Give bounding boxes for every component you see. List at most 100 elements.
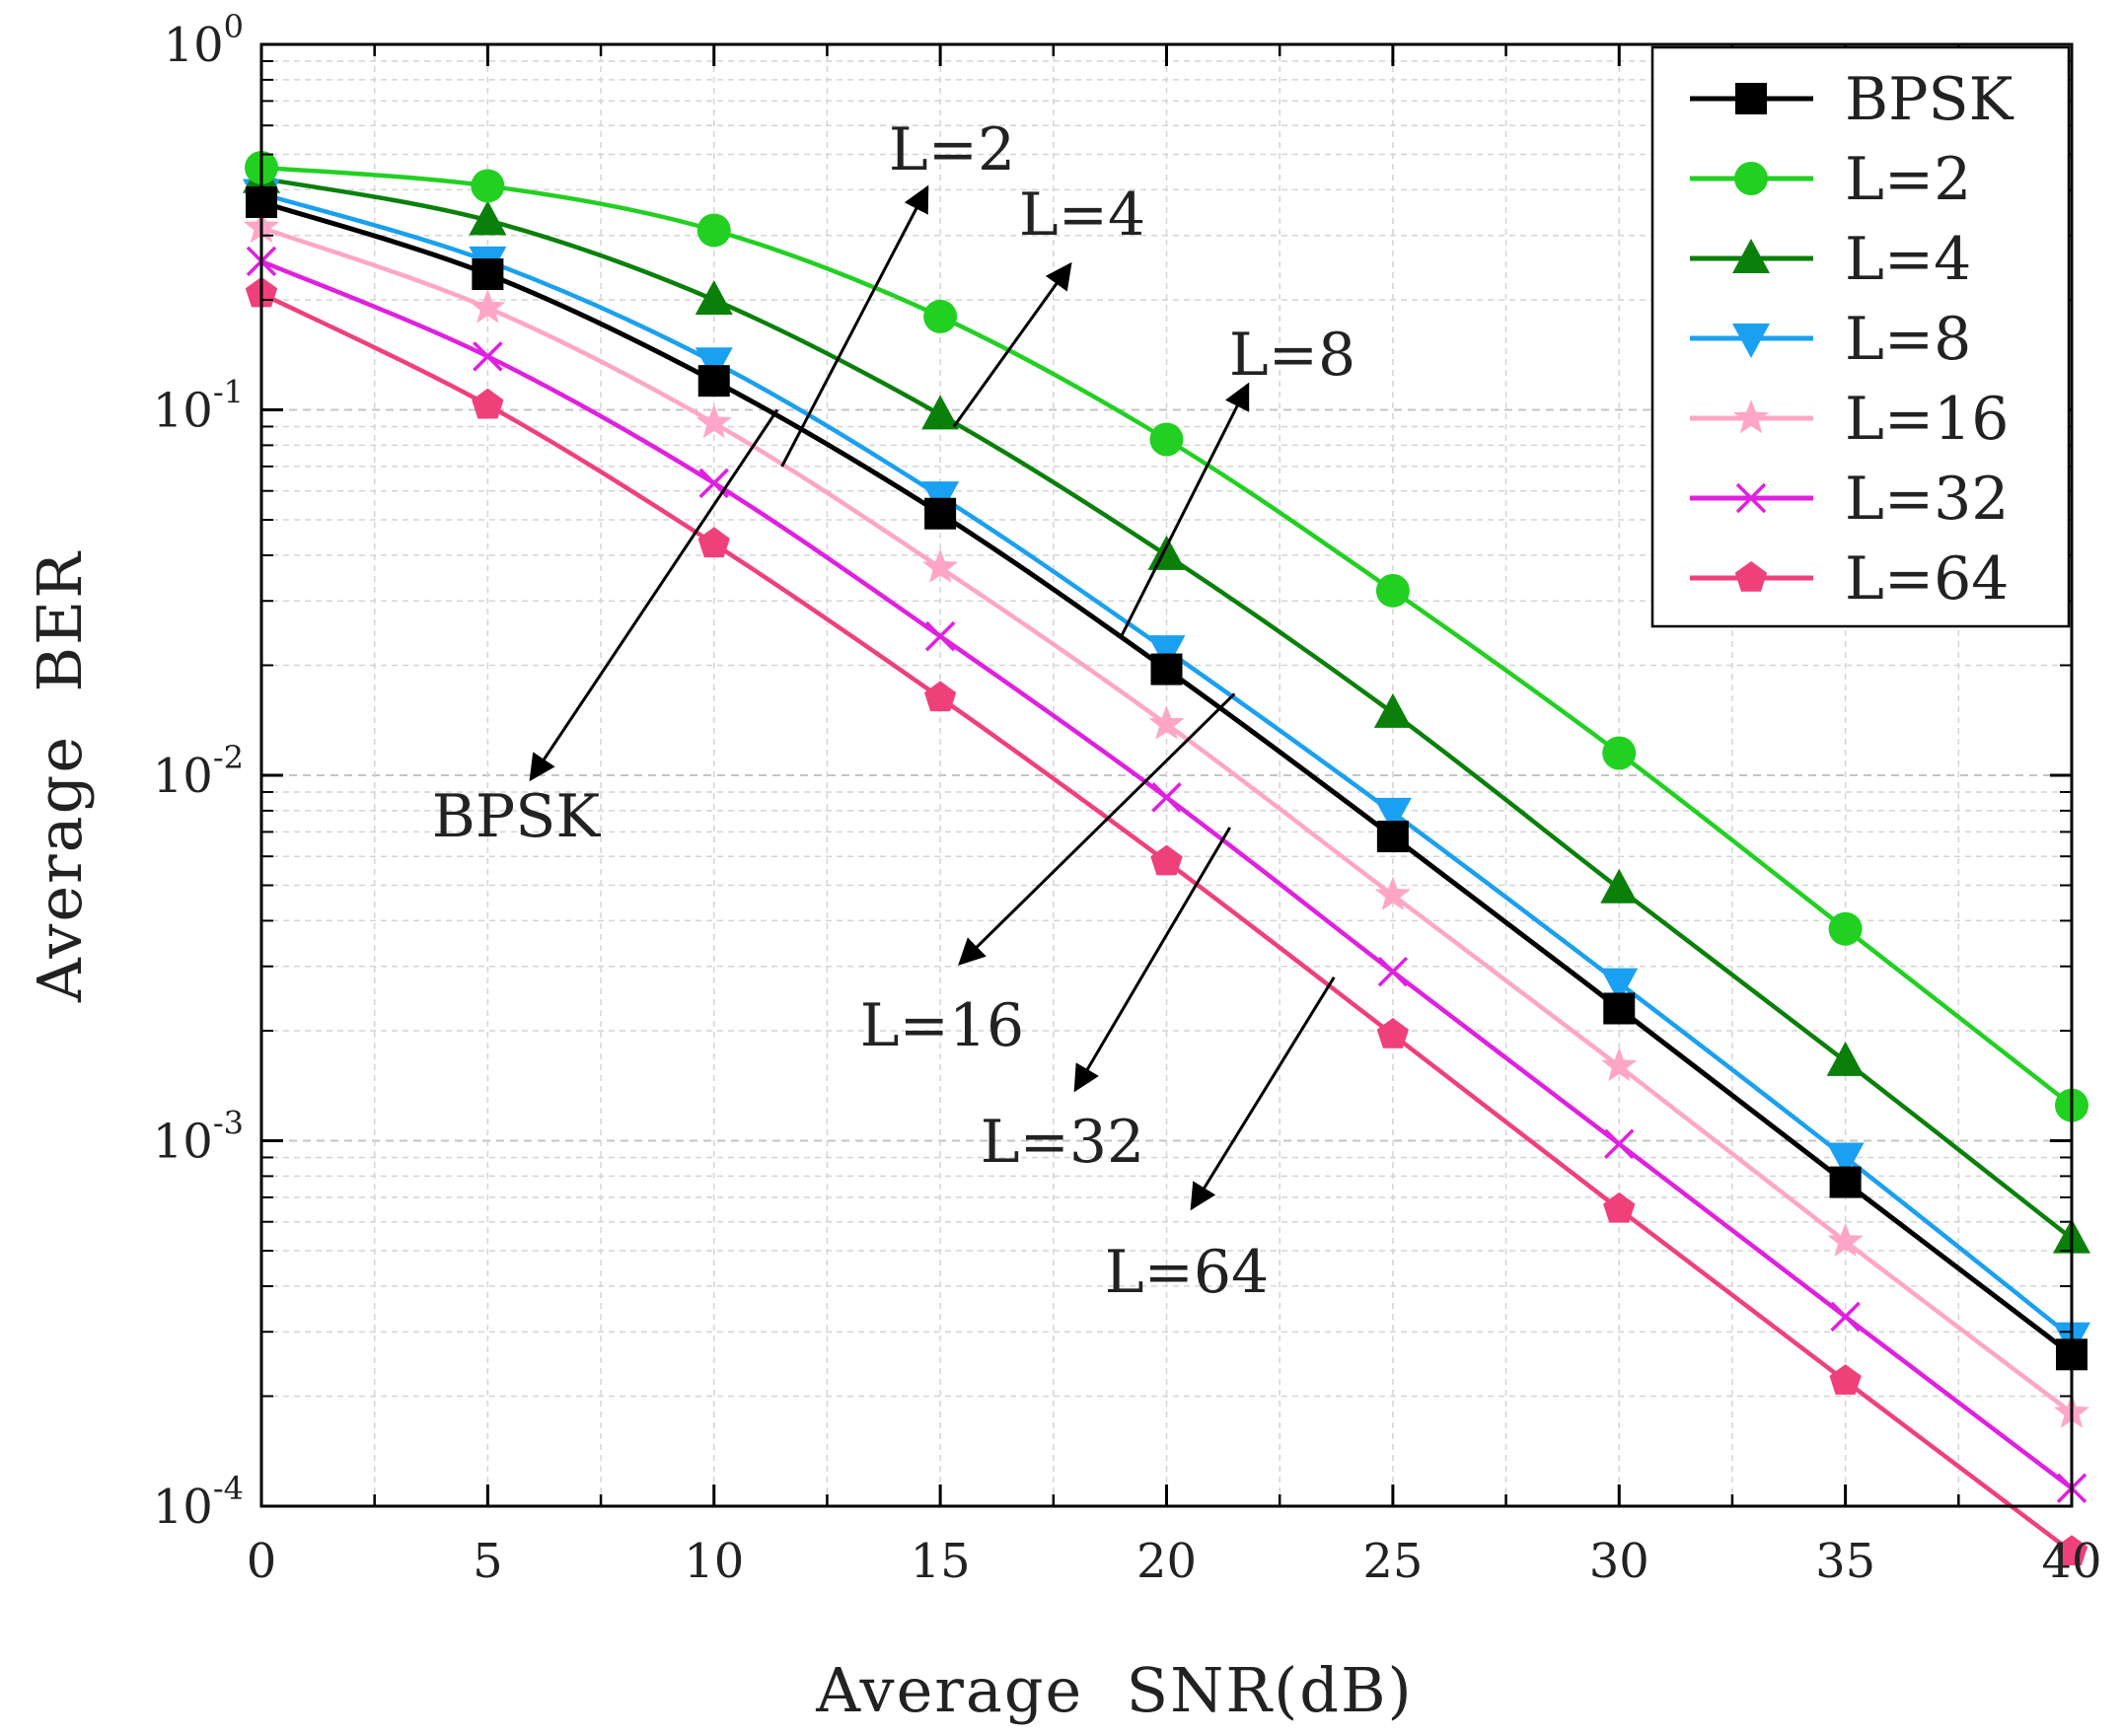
legend-label: BPSK <box>1845 65 2014 134</box>
data-point-l-64 <box>924 681 957 712</box>
annotation-l-64: L=64 <box>1105 976 1336 1307</box>
data-point-l-64 <box>1376 1018 1409 1049</box>
series-markers-l-2 <box>245 150 2088 1122</box>
data-point-l-2 <box>923 299 958 333</box>
legend-entry-l-2: L=2 <box>1690 145 1971 214</box>
x-tick-label: 5 <box>473 1534 503 1589</box>
annotation-arrow <box>780 184 929 468</box>
legend-label: L=64 <box>1845 544 2009 614</box>
y-tick-label: 10-1 <box>153 374 244 439</box>
data-point-l-16 <box>1601 1047 1638 1082</box>
annotation-arrow <box>1073 827 1232 1093</box>
x-tick-label: 40 <box>2041 1534 2101 1589</box>
data-point-l-2 <box>1828 911 1863 946</box>
legend-entry-bpsk: BPSK <box>1690 65 2014 134</box>
annotation-arrow <box>529 408 779 782</box>
legend-entry-l-4: L=4 <box>1690 225 1971 294</box>
data-point-l-2 <box>696 213 731 248</box>
data-point-l-2 <box>1602 736 1637 770</box>
series-line-l-2 <box>260 165 2074 1108</box>
data-point-l-8 <box>1826 1142 1865 1178</box>
x-axis-title: Average SNR(dB) <box>815 1654 1413 1726</box>
legend-label: L=16 <box>1845 385 2009 454</box>
legend-entry-l-32: L=32 <box>1690 465 2009 534</box>
data-point-l-32 <box>473 341 503 372</box>
data-point-l-4 <box>1826 1041 1865 1076</box>
annotation-label: L=4 <box>1019 181 1145 250</box>
annotation-label: BPSK <box>432 782 602 851</box>
x-tick-label: 15 <box>911 1534 971 1589</box>
legend-label: L=32 <box>1845 465 2009 534</box>
data-point-l-64 <box>472 388 504 419</box>
data-point-l-2 <box>1375 573 1410 608</box>
annotation-arrow <box>958 692 1236 966</box>
annotation-l-8: L=8 <box>1120 321 1355 637</box>
data-point-l-16 <box>1374 876 1411 910</box>
x-tick-label: 25 <box>1362 1534 1423 1589</box>
legend-entry-l-8: L=8 <box>1690 305 1971 374</box>
series-markers <box>243 150 2090 1565</box>
annotations: L=2L=4 L=8 L=16 L=32 L=64 BPSK <box>432 115 1355 1307</box>
y-tick-label: 10-4 <box>153 1470 244 1535</box>
y-tick-label: 10-3 <box>153 1105 244 1170</box>
annotation-l-4: L=4 <box>952 181 1145 428</box>
annotation-label: L=64 <box>1105 1238 1269 1307</box>
data-point-l-16 <box>1827 1222 1864 1257</box>
legend-label: L=8 <box>1845 305 1971 374</box>
annotation-label: L=2 <box>889 115 1015 184</box>
x-tick-label: 10 <box>684 1534 744 1589</box>
y-tick-label: 10-2 <box>153 739 244 804</box>
legend-marker <box>1735 83 1767 114</box>
series-markers-l-4 <box>243 158 2090 1254</box>
data-point-l-32 <box>1830 1301 1861 1333</box>
data-point-l-16 <box>1148 705 1185 740</box>
legend-marker <box>1732 324 1770 358</box>
data-point-l-4 <box>1373 692 1412 728</box>
annotation-arrow <box>1190 976 1336 1211</box>
data-point-bpsk <box>1829 1166 1862 1198</box>
legend-marker <box>1734 561 1768 592</box>
data-point-l-4 <box>695 279 733 315</box>
data-point-l-64 <box>1829 1364 1862 1395</box>
data-point-bpsk <box>1603 992 1636 1025</box>
annotation-l-32: L=32 <box>981 827 1232 1177</box>
data-point-l-32 <box>1377 956 1409 987</box>
x-tick-label: 35 <box>1815 1534 1875 1589</box>
legend-marker <box>1735 482 1767 514</box>
data-point-l-64 <box>697 527 730 558</box>
legend-marker <box>1732 399 1770 434</box>
data-point-l-32 <box>1604 1128 1635 1159</box>
legend: BPSK L=2 L=4 L=8 L=16 L=32 L=64 <box>1650 45 2071 628</box>
legend-label: L=4 <box>1845 225 1971 294</box>
data-point-l-64 <box>1150 844 1183 876</box>
data-point-l-32 <box>1151 782 1182 813</box>
y-tick-label: 100 <box>164 8 244 73</box>
data-point-l-8 <box>1600 968 1639 1003</box>
data-point-l-2 <box>471 169 505 203</box>
data-point-l-4 <box>1600 868 1639 904</box>
data-point-l-8 <box>695 347 733 383</box>
annotation-l-2: L=2 <box>780 115 1015 468</box>
series-markers-bpsk <box>246 185 2087 1371</box>
data-point-bpsk <box>1376 821 1409 853</box>
data-point-bpsk <box>1150 653 1183 686</box>
x-tick-label: 30 <box>1589 1534 1649 1589</box>
data-point-l-64 <box>2055 1535 2088 1565</box>
data-point-l-16 <box>470 289 506 324</box>
legend-entry-l-64: L=64 <box>1690 544 2009 614</box>
data-point-l-8 <box>1147 635 1186 671</box>
annotation-arrow <box>1120 382 1250 637</box>
data-point-bpsk <box>924 497 957 530</box>
annotation-label: L=16 <box>860 991 1024 1060</box>
legend-label: L=2 <box>1845 145 1971 214</box>
data-point-l-4 <box>1147 535 1186 570</box>
data-point-l-32 <box>924 620 956 652</box>
data-point-l-4 <box>469 200 507 236</box>
y-axis-title: Average BER <box>24 550 96 1003</box>
annotation-l-16: L=16 <box>860 692 1236 1060</box>
annotation-label: L=32 <box>981 1108 1144 1177</box>
annotation-bpsk: BPSK <box>432 408 779 851</box>
legend-marker <box>1734 162 1768 195</box>
data-point-l-8 <box>1373 797 1412 832</box>
